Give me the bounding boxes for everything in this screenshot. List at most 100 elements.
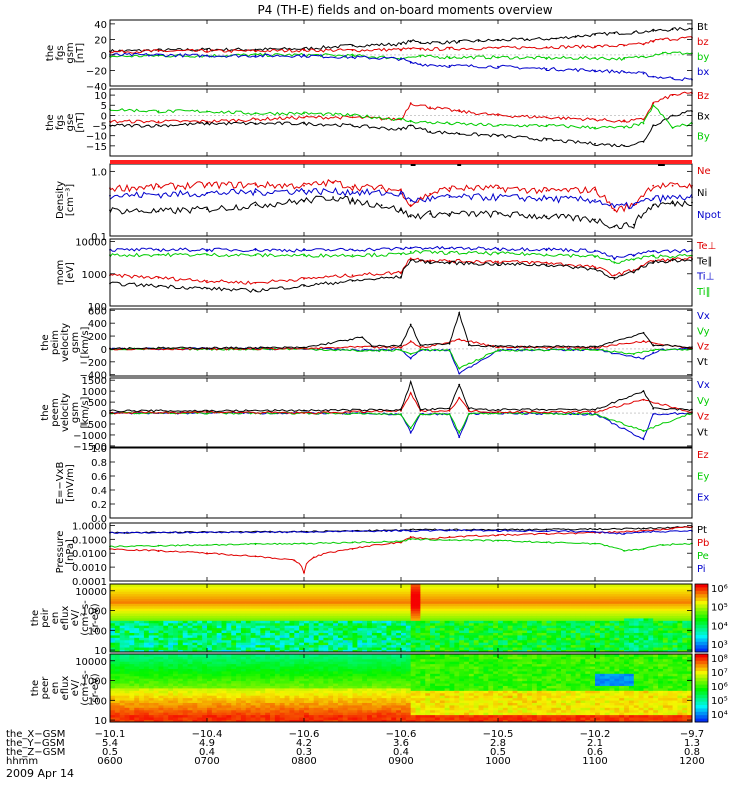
heatmap-cell [396,635,402,638]
heatmap-cell [536,610,543,614]
heatmap-cell [114,661,121,665]
heatmap-cell [546,625,552,629]
heatmap-cell [134,700,140,703]
heatmap-cell [143,615,150,619]
heatmap-cell [114,702,121,706]
heatmap-cell [299,591,305,595]
heatmap-cell [226,697,232,701]
heatmap-cell [173,632,179,636]
heatmap-cell [604,642,610,646]
heatmap-cell [434,625,441,629]
heatmap-cell [658,647,664,650]
heatmap-cell [653,627,659,631]
heatmap-cell [182,714,188,718]
heatmap-cell [182,697,188,701]
heatmap-cell [648,593,654,597]
heatmap-cell [614,605,620,609]
heatmap-cell [677,625,683,629]
heatmap-cell [488,610,494,614]
heatmap-cell [410,644,416,648]
heatmap-cell [250,627,256,631]
heatmap-cell [328,625,334,629]
heatmap-cell [512,608,518,612]
heatmap-cell [667,647,673,650]
heatmap-cell [139,688,145,691]
heatmap-cell [168,661,174,665]
heatmap-cell [255,618,261,621]
heatmap-cell [415,593,421,597]
heatmap-cell [517,615,523,619]
heatmap-cell [434,642,441,646]
heatmap-cell [182,584,188,587]
heatmap-cell [376,591,382,595]
heatmap-cell [134,719,140,723]
heatmap-cell [488,627,494,631]
heatmap-cell [376,608,382,612]
heatmap-cell [110,654,116,657]
heatmap-cell [134,683,140,686]
series-line-peem_velocity-Vt [109,379,693,413]
heatmap-cell [527,635,533,638]
heatmap-cell [580,603,586,607]
heatmap-cell [342,608,349,612]
heatmap-cell [260,613,266,616]
heatmap-cell [134,668,140,672]
heatmap-cell [173,688,179,691]
heatmap-cell [313,620,319,624]
heatmap-cell [168,717,174,720]
heatmap-cell [231,630,237,633]
data-point [254,249,257,251]
heatmap-cell [628,605,635,609]
heatmap-cell [551,603,557,607]
heatmap-cell [114,680,121,684]
heatmap-cell [415,584,421,587]
heatmap-cell [226,644,232,648]
heatmap-cell [110,702,116,706]
heatmap-cell [114,584,121,587]
heatmap-cell [289,608,295,612]
heatmap-cell [628,618,635,621]
heatmap-cell [580,598,586,602]
heatmap-cell [231,661,237,665]
heatmap-cell [662,586,669,590]
data-point [254,204,257,207]
heatmap-cell [168,668,174,672]
heatmap-cell [367,630,373,633]
heatmap-cell [318,615,324,619]
heatmap-cell [653,586,659,590]
heatmap-cell [687,601,693,604]
heatmap-cell [628,635,635,638]
heatmap-cell [304,637,310,641]
heatmap-cell [347,615,353,619]
heatmap-cell [168,709,174,713]
heatmap-cell [119,605,125,609]
heatmap-cell [114,717,121,720]
heatmap-cell [168,678,174,682]
heatmap-cell [173,639,179,643]
y-tick-label: 1.0000 [72,521,107,532]
y-axis-label: eflux [60,606,71,631]
heatmap-cell [614,622,620,626]
heatmap-cell [207,663,213,667]
heatmap-cell [570,591,576,595]
heatmap-cell [507,644,513,648]
data-point [351,191,354,193]
heatmap-cell [221,605,227,609]
heatmap-cell [570,593,576,597]
heatmap-cell [478,608,484,612]
heatmap-cell [153,663,159,667]
heatmap-cell [240,608,247,612]
heatmap-cell [541,649,547,653]
heatmap-cell [434,584,441,587]
heatmap-cell [565,649,572,653]
heatmap-cell [192,661,198,665]
data-point [671,28,674,31]
data-point [594,69,596,72]
heatmap-cell [498,649,504,653]
heatmap-cell [464,586,470,590]
heatmap-cell [299,649,305,653]
series-line-density-Ni [109,195,692,230]
heatmap-cell [667,649,673,653]
data-point [458,312,461,314]
